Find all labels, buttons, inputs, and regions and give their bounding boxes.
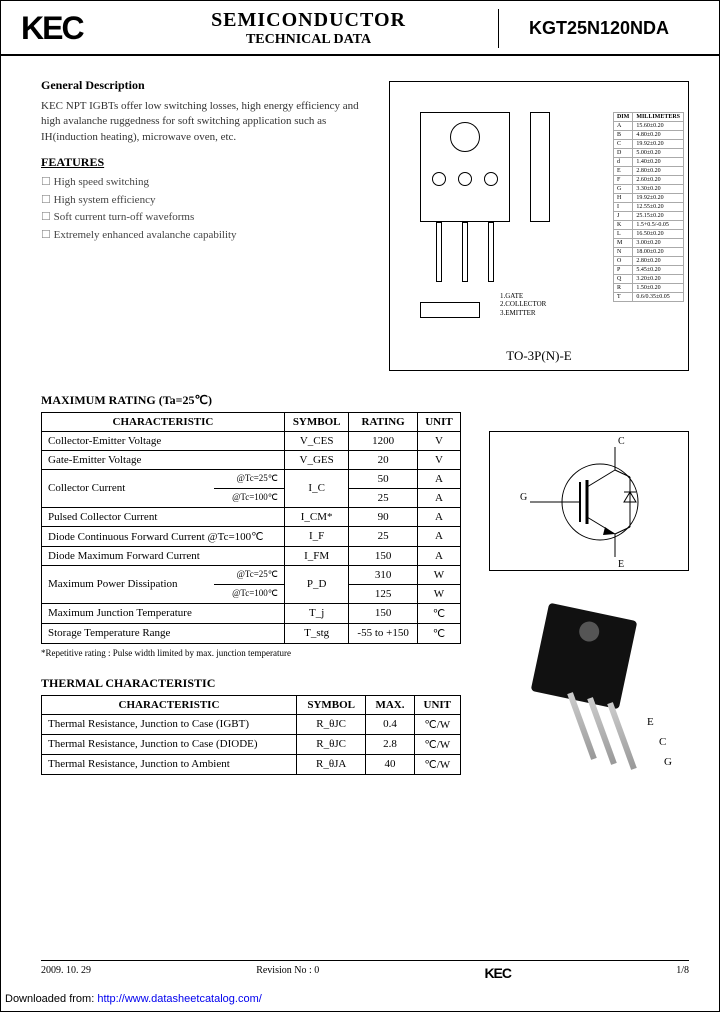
download-link[interactable]: http://www.datasheetcatalog.com/	[97, 993, 261, 1005]
max-rating-table: CHARACTERISTICSYMBOLRATINGUNITCollector-…	[41, 412, 461, 644]
package-drawing: 1.GATE 2.COLLECTOR 3.EMITTER	[400, 92, 575, 332]
title-block: SEMICONDUCTOR TECHNICAL DATA	[131, 9, 499, 48]
footer-page: 1/8	[676, 965, 689, 981]
svg-text:E: E	[618, 559, 624, 570]
pin-legend: 1.GATE 2.COLLECTOR 3.EMITTER	[500, 292, 546, 317]
component-body	[531, 603, 638, 710]
title-main: SEMICONDUCTOR	[131, 9, 486, 32]
svg-text:G: G	[520, 492, 527, 503]
pin-label-e: E	[647, 716, 654, 728]
circuit-symbol-box: C G E	[489, 431, 689, 571]
package-label: TO-3P(N)-E	[390, 348, 688, 364]
part-number: KGT25N120NDA	[499, 18, 699, 39]
package-outline-box: 1.GATE 2.COLLECTOR 3.EMITTER DIMMILLIMET…	[389, 81, 689, 371]
footer-date: 2009. 10. 29	[41, 965, 91, 981]
general-desc-text: KEC NPT IGBTs offer low switching losses…	[41, 99, 371, 145]
pin-label-g: G	[664, 756, 672, 768]
svg-text:C: C	[618, 436, 625, 447]
logo: KEC	[21, 10, 131, 47]
thermal-table: CHARACTERISTICSYMBOLMAX.UNITThermal Resi…	[41, 695, 461, 775]
component-photo: E C G	[489, 591, 689, 771]
igbt-symbol: C G E	[490, 432, 690, 572]
dimension-table: DIMMILLIMETERSA15.60±0.20B4.80±0.20C19.9…	[613, 112, 684, 302]
footer: 2009. 10. 29 Revision No : 0 KEC 1/8	[41, 960, 689, 981]
header: KEC SEMICONDUCTOR TECHNICAL DATA KGT25N1…	[1, 1, 719, 56]
download-source: Downloaded from: http://www.datasheetcat…	[5, 993, 262, 1005]
footer-logo: KEC	[484, 965, 511, 981]
max-rating-title: MAXIMUM RATING (Ta=25℃)	[41, 393, 689, 408]
title-sub: TECHNICAL DATA	[131, 32, 486, 48]
footer-rev: Revision No : 0	[256, 965, 319, 981]
pin-label-c: C	[659, 736, 666, 748]
